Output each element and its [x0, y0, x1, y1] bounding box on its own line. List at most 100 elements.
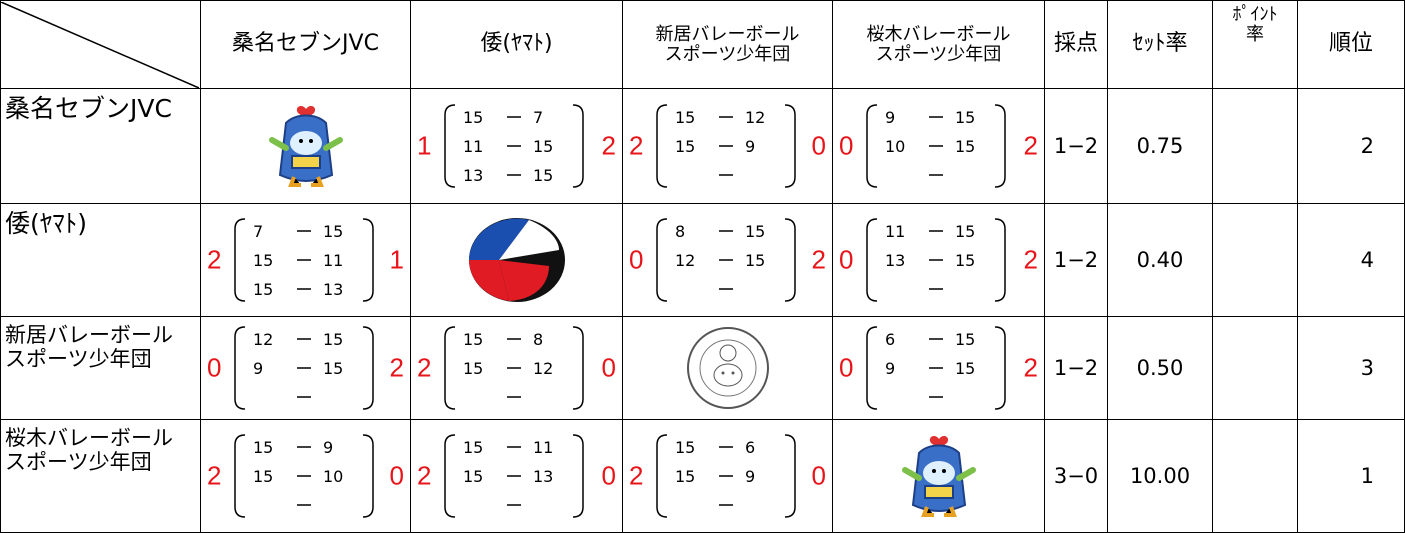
- team-name: 新居バレーボール スポーツ少年団: [0, 316, 201, 420]
- score: 1−2: [1044, 88, 1108, 204]
- score: 3−0: [1044, 419, 1108, 533]
- match-cell: 2 0 15 8 15 12: [410, 316, 623, 420]
- bracket-left: [444, 326, 456, 410]
- set-points: 15: [253, 280, 273, 299]
- team-header-text: 桜木バレーボール: [866, 23, 1011, 45]
- score: 1−2: [1044, 203, 1108, 317]
- team-row: 倭(ﾔﾏﾄ) 2 1 7 15 15 11 15 13 0 2 8 15 12 15 0 2 11 15 13 15 1−…: [0, 203, 1405, 317]
- set-points: 11: [323, 251, 343, 270]
- rank: 3: [1297, 316, 1405, 420]
- set-scores: 7 15 15 11 15 13: [234, 218, 374, 302]
- point-rate: [1212, 316, 1298, 420]
- team-logo: [411, 204, 622, 316]
- score: 1−2: [1044, 316, 1108, 420]
- bracket-right: [572, 104, 584, 188]
- set-points: 15: [533, 166, 553, 185]
- bracket-right: [572, 326, 584, 410]
- match-cell: 2 1 7 15 15 11 15 13: [200, 203, 411, 317]
- set-points: 9: [745, 467, 755, 486]
- sets-won-left: 0: [207, 352, 222, 383]
- match: 0 2 12 15 9 15: [201, 318, 410, 419]
- set-points: 11: [533, 438, 553, 457]
- corner-cell: [0, 0, 201, 89]
- set-points: 13: [533, 467, 553, 486]
- point-rate-header: ﾎﾟｲﾝﾄ率: [1212, 0, 1298, 89]
- match-cell: 0 2 11 15 13 15: [832, 203, 1045, 317]
- match-cell: 2 0 15 6 15 9: [622, 419, 833, 533]
- set-points: 15: [463, 438, 483, 457]
- set-points: 13: [885, 251, 905, 270]
- set-points: 13: [323, 280, 343, 299]
- set-scores: 9 15 10 15: [866, 104, 1006, 188]
- bracket-left: [234, 218, 246, 302]
- match: 0 2 8 15 12 15: [623, 205, 832, 316]
- match: 2 0 15 8 15 12: [411, 318, 622, 419]
- sets-won-left: 1: [417, 130, 432, 161]
- point-rate-header-text: ﾎﾟｲﾝﾄ: [1232, 4, 1278, 25]
- sets-won-left: 2: [207, 460, 222, 491]
- bracket-right: [784, 434, 796, 518]
- bracket-right: [572, 434, 584, 518]
- sets-won-left: 0: [839, 352, 854, 383]
- team-header-text: スポーツ少年団: [875, 43, 1002, 65]
- set-points: 15: [955, 108, 975, 127]
- set-points: 8: [533, 330, 543, 349]
- match-cell: 0 2 12 15 9 15: [200, 316, 411, 420]
- match-cell: 0 2 9 15 10 15: [832, 88, 1045, 204]
- set-scores: 8 15 12 15: [656, 218, 796, 302]
- match: 1 2 15 7 11 15 13 15: [411, 90, 622, 203]
- sets-won-right: 1: [389, 244, 404, 275]
- set-points: 15: [253, 251, 273, 270]
- bracket-left: [444, 104, 456, 188]
- bracket-left: [234, 326, 246, 410]
- team-name-text: 桜木バレーボール: [5, 426, 173, 450]
- bracket-right: [994, 104, 1006, 188]
- team-name: 桜木バレーボール スポーツ少年団: [0, 419, 201, 533]
- self-cell: [200, 88, 411, 204]
- bracket-left: [866, 104, 878, 188]
- team-header-text: スポーツ少年団: [664, 43, 791, 65]
- set-points: 15: [675, 467, 695, 486]
- set-points: 15: [463, 330, 483, 349]
- sets-won-left: 0: [839, 244, 854, 275]
- sets-won-right: 0: [389, 460, 404, 491]
- header-row: 桑名セブンJVC 倭(ﾔﾏﾄ) 新居バレーボール スポーツ少年団 桜木バレーボール スポー…: [0, 0, 1405, 89]
- bracket-left: [656, 218, 668, 302]
- set-points: 15: [745, 222, 765, 241]
- set-points: 15: [675, 108, 695, 127]
- sets-won-right: 2: [1023, 352, 1038, 383]
- set-points: 15: [955, 222, 975, 241]
- set-points: 11: [885, 222, 905, 241]
- set-points: 15: [463, 359, 483, 378]
- set-rate: 0.50: [1107, 316, 1213, 420]
- team-header-text: 新居バレーボール: [655, 23, 800, 45]
- set-scores: 12 15 9 15: [234, 326, 374, 410]
- set-points: 15: [463, 467, 483, 486]
- set-points: 15: [533, 137, 553, 156]
- rank-header: 順位: [1297, 0, 1405, 89]
- match: 2 0 15 6 15 9: [623, 421, 832, 532]
- sets-won-left: 2: [417, 460, 432, 491]
- set-points: 10: [885, 137, 905, 156]
- sets-won-left: 0: [839, 130, 854, 161]
- sets-won-right: 2: [1023, 130, 1038, 161]
- bracket-left: [444, 434, 456, 518]
- set-points: 10: [323, 467, 343, 486]
- self-cell: [410, 203, 623, 317]
- team-name: 倭(ﾔﾏﾄ): [0, 203, 201, 317]
- set-points: 15: [675, 137, 695, 156]
- sets-won-left: 2: [629, 130, 644, 161]
- self-cell: [832, 419, 1045, 533]
- self-cell: [622, 316, 833, 420]
- team-row: 桜木バレーボール スポーツ少年団 2 0 15 9 15 10 2 0 15 11 15 13 2 0 15 6 1…: [0, 419, 1405, 533]
- sets-won-right: 2: [811, 244, 826, 275]
- set-points: 9: [323, 438, 333, 457]
- bracket-left: [656, 104, 668, 188]
- set-points: 9: [253, 359, 263, 378]
- set-points: 13: [463, 166, 483, 185]
- set-points: 15: [675, 438, 695, 457]
- team-header: 桜木バレーボール スポーツ少年団: [832, 0, 1045, 89]
- bracket-right: [362, 434, 374, 518]
- team-name-text: 桑名セブンJVC: [5, 94, 172, 123]
